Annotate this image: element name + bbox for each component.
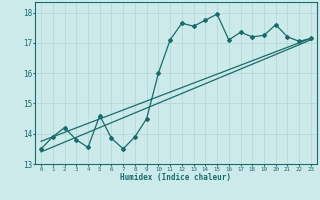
X-axis label: Humidex (Indice chaleur): Humidex (Indice chaleur)	[121, 173, 231, 182]
